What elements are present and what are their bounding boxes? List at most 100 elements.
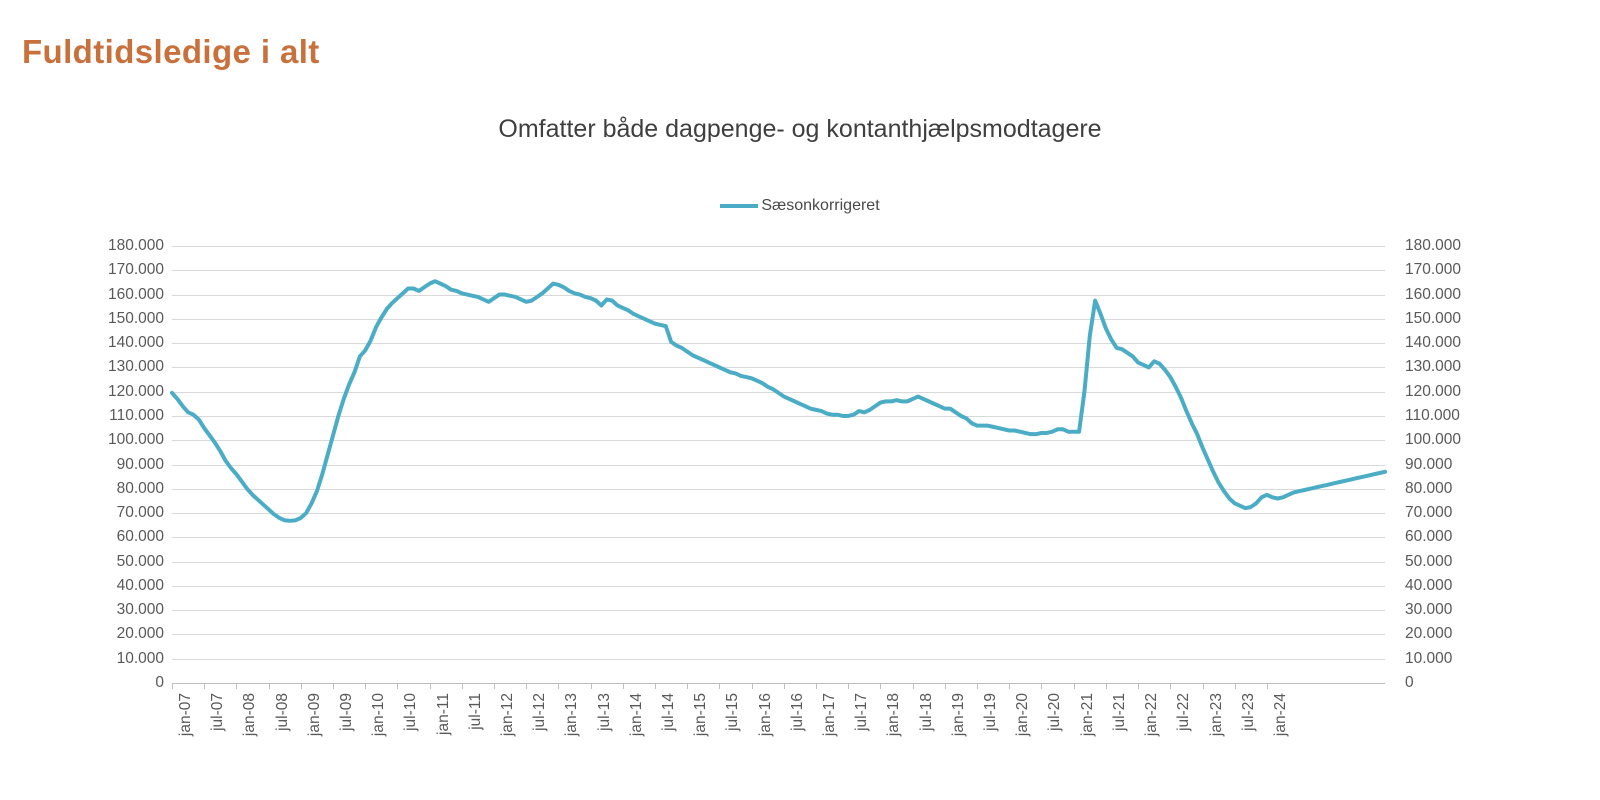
x-axis-tick-mark bbox=[1234, 683, 1236, 689]
y-axis-tick-left: 90.000 bbox=[116, 455, 164, 473]
x-axis-tick-mark bbox=[1266, 683, 1268, 689]
x-axis-tick-label: jul-18 bbox=[917, 693, 935, 731]
y-axis-tick-right: 40.000 bbox=[1405, 576, 1453, 594]
x-axis-tick-mark bbox=[172, 683, 173, 689]
x-axis-tick-mark bbox=[590, 683, 592, 689]
x-axis-tick-label: jan-11 bbox=[434, 693, 452, 735]
y-axis-tick-right: 30.000 bbox=[1405, 601, 1453, 619]
x-axis-tick-label: jan-22 bbox=[1143, 693, 1161, 737]
y-axis-tick-left: 50.000 bbox=[116, 552, 164, 570]
x-axis-tick-mark bbox=[365, 683, 367, 689]
y-axis-tick-left: 100.000 bbox=[107, 431, 164, 449]
x-axis-tick-mark bbox=[1073, 683, 1075, 689]
y-axis-tick-right: 60.000 bbox=[1405, 528, 1453, 546]
x-axis-tick-label: jan-14 bbox=[627, 693, 645, 737]
gridline bbox=[172, 488, 1385, 490]
y-axis-tick-left: 110.000 bbox=[109, 406, 164, 424]
x-axis-tick-label: jul-22 bbox=[1175, 693, 1193, 731]
y-axis-tick-left: 60.000 bbox=[116, 528, 164, 546]
x-axis-line bbox=[172, 683, 1385, 684]
x-axis-tick-label: jan-07 bbox=[177, 693, 194, 737]
page-title: Fuldtidsledige i alt bbox=[22, 33, 320, 70]
x-axis-tick-label: jul-09 bbox=[338, 693, 356, 731]
gridline bbox=[172, 561, 1385, 563]
y-axis-tick-left: 170.000 bbox=[107, 261, 164, 279]
x-axis-tick-label: jul-12 bbox=[531, 693, 549, 731]
x-axis-tick-mark bbox=[912, 683, 914, 689]
x-axis-tick-label: jan-10 bbox=[370, 693, 388, 737]
y-axis-tick-right: 90.000 bbox=[1405, 455, 1453, 473]
y-axis-tick-left: 130.000 bbox=[107, 358, 164, 376]
y-axis-tick-left: 70.000 bbox=[116, 504, 164, 522]
y-axis-tick-right: 140.000 bbox=[1405, 334, 1462, 352]
x-axis-tick-label: jan-08 bbox=[241, 693, 259, 737]
y-axis-tick-left: 20.000 bbox=[116, 625, 164, 643]
gridline bbox=[172, 294, 1385, 296]
x-axis-tick-mark bbox=[751, 683, 753, 689]
x-axis-tick-label: jul-10 bbox=[402, 693, 420, 731]
x-axis-tick-mark bbox=[944, 683, 946, 689]
x-axis-tick-mark bbox=[783, 683, 785, 689]
x-axis-tick-label: jul-14 bbox=[660, 693, 678, 731]
y-axis-tick-right: 20.000 bbox=[1405, 625, 1453, 643]
x-axis-tick-label: jan-09 bbox=[305, 693, 323, 737]
y-axis-tick-left: 10.000 bbox=[116, 649, 164, 667]
gridline bbox=[172, 343, 1385, 345]
gridline bbox=[172, 367, 1385, 369]
x-axis-tick-mark bbox=[1202, 683, 1204, 689]
x-axis-tick-label: jan-23 bbox=[1207, 693, 1225, 737]
x-axis-tick-mark bbox=[622, 683, 624, 689]
x-axis-tick-label: jan-18 bbox=[885, 693, 903, 737]
x-axis-tick-label: jan-15 bbox=[692, 693, 710, 737]
legend-line-swatch bbox=[720, 204, 759, 208]
x-axis-tick-label: jan-12 bbox=[499, 693, 517, 737]
x-axis-tick-mark bbox=[429, 683, 431, 689]
x-axis-tick-mark bbox=[1009, 683, 1011, 689]
gridline bbox=[172, 270, 1385, 272]
x-axis-tick-label: jan-19 bbox=[949, 693, 967, 737]
x-axis-tick-mark bbox=[397, 683, 399, 689]
gridline bbox=[172, 610, 1385, 612]
gridline bbox=[172, 246, 1385, 247]
x-axis-tick-mark bbox=[494, 683, 496, 689]
y-axis-tick-right: 170.000 bbox=[1405, 261, 1462, 279]
y-axis-tick-right: 50.000 bbox=[1405, 552, 1453, 570]
x-axis-tick-label: jul-13 bbox=[595, 693, 613, 731]
x-axis-tick-label: jul-23 bbox=[1239, 693, 1257, 731]
y-axis-tick-left: 150.000 bbox=[107, 309, 164, 327]
x-axis-tick-label: jul-15 bbox=[724, 693, 742, 731]
y-axis-tick-right: 110.000 bbox=[1405, 406, 1460, 424]
y-axis-tick-left: 180.000 bbox=[107, 237, 164, 254]
x-axis-tick-label: jul-19 bbox=[982, 693, 1000, 731]
y-axis-tick-right: 160.000 bbox=[1405, 285, 1462, 303]
x-axis-tick-mark bbox=[461, 683, 463, 689]
y-axis-tick-right: 130.000 bbox=[1405, 358, 1462, 376]
y-axis-tick-right: 10.000 bbox=[1405, 649, 1453, 667]
y-axis-tick-left: 40.000 bbox=[116, 576, 164, 594]
x-axis-tick-mark bbox=[848, 683, 850, 689]
x-axis-tick-label: jan-20 bbox=[1014, 693, 1032, 737]
y-axis-tick-left: 140.000 bbox=[107, 334, 164, 352]
y-axis-right: 180.000 170.000 160.000 150.000 140.000 130.0… bbox=[1397, 238, 1497, 691]
y-axis-tick-left: 0 bbox=[155, 674, 164, 691]
x-axis-tick-label: jul-21 bbox=[1110, 693, 1128, 731]
x-axis-tick-mark bbox=[1138, 683, 1140, 689]
x-axis-tick-mark bbox=[1041, 683, 1043, 689]
x-axis-tick-mark bbox=[558, 683, 560, 689]
x-axis-tick-label: jan-13 bbox=[563, 693, 581, 737]
x-axis-tick-mark bbox=[1170, 683, 1172, 689]
x-axis-tick-label: jan-24 bbox=[1271, 693, 1289, 737]
x-axis-tick-mark bbox=[204, 683, 206, 689]
x-axis-tick-mark bbox=[816, 683, 818, 689]
x-axis-tick-label: jul-17 bbox=[853, 693, 871, 731]
x-axis-tick-mark bbox=[333, 683, 335, 689]
x-axis-tick-mark bbox=[236, 683, 238, 689]
y-axis-left: 180.000 170.000 160.000 150.000 140.000 130.0… bbox=[72, 238, 172, 691]
gridline bbox=[172, 537, 1385, 539]
y-axis-tick-right: 120.000 bbox=[1405, 382, 1462, 400]
y-axis-tick-right: 80.000 bbox=[1405, 479, 1453, 497]
gridline bbox=[172, 464, 1385, 466]
x-axis-tick-label: jan-16 bbox=[756, 693, 774, 737]
x-axis-tick-label: jul-20 bbox=[1046, 693, 1064, 731]
y-axis-tick-left: 30.000 bbox=[116, 601, 164, 619]
